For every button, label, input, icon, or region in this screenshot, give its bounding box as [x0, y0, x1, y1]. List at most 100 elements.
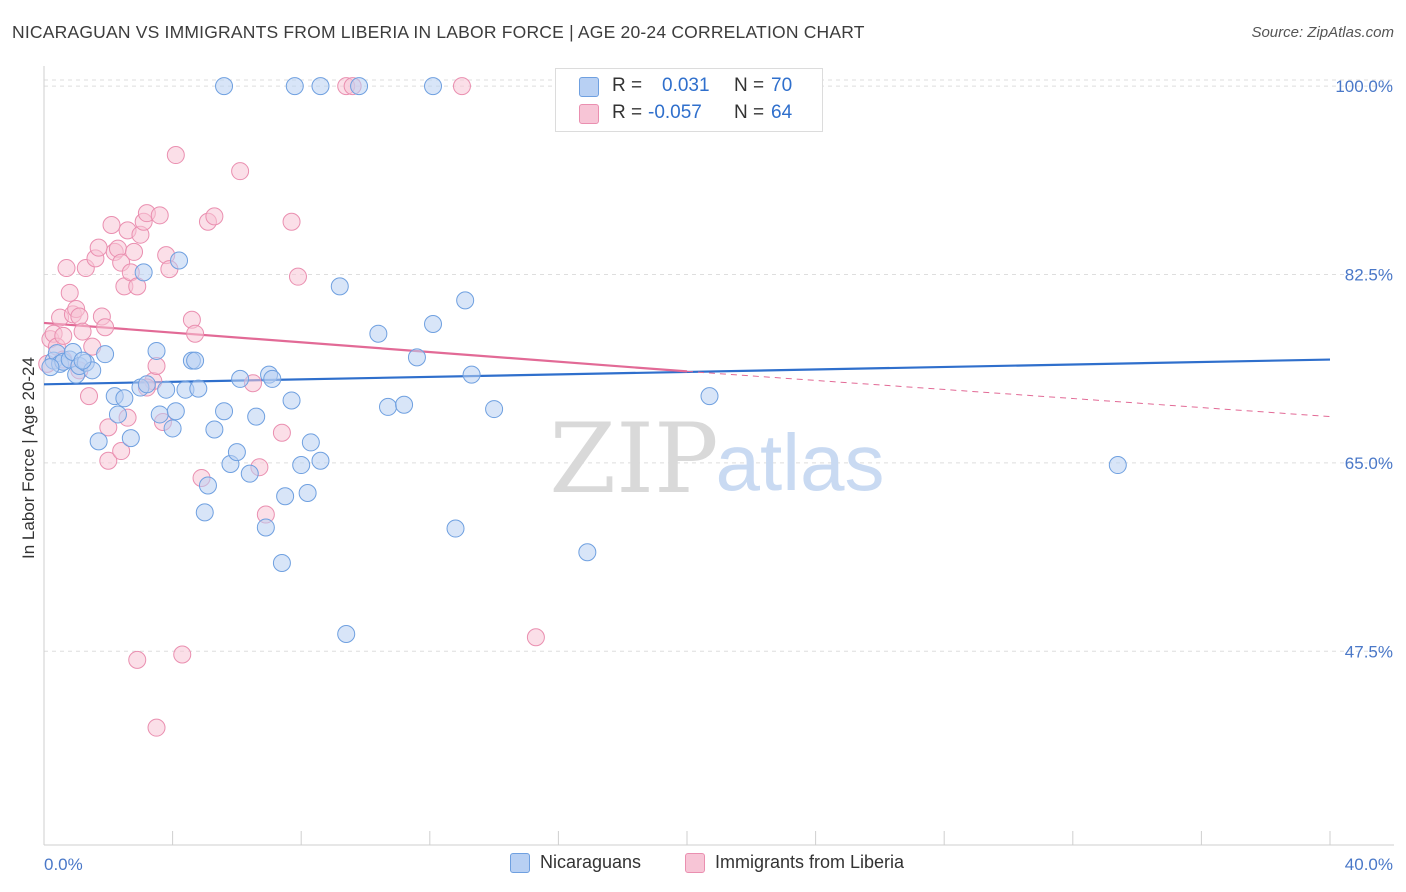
nicaraguan-point: [227, 443, 246, 462]
legend-top: R = 0.031 N = 70 R = -0.057 N = 64: [555, 68, 823, 132]
liberia-point: [54, 326, 73, 345]
y-tick-label: 82.5%: [1345, 266, 1393, 285]
nicaraguan-point: [150, 405, 169, 424]
chart-title: NICARAGUAN VS IMMIGRANTS FROM LIBERIA IN…: [12, 22, 865, 42]
nicaraguan-point: [311, 77, 330, 96]
legend-row-liberia: R = -0.057 N = 64: [556, 101, 822, 127]
liberia-point: [272, 423, 291, 442]
nicaraguan-point: [198, 476, 217, 495]
nicaraguan-point: [205, 420, 224, 439]
nicaraguan-point: [311, 451, 330, 470]
legend-item-nicaraguans: Nicaraguans: [510, 852, 641, 873]
nicaraguan-point: [700, 387, 719, 406]
legend-item-liberia: Immigrants from Liberia: [685, 852, 904, 873]
liberia-point: [147, 718, 166, 737]
liberia-point: [231, 162, 250, 181]
legend-r-value: 0.031: [662, 75, 710, 96]
legend-swatch-pink: [579, 104, 599, 124]
liberia-point: [73, 322, 92, 341]
legend-label: Immigrants from Liberia: [715, 852, 905, 872]
nicaraguan-point: [231, 369, 250, 388]
legend-swatch-pink: [685, 852, 705, 873]
legend-row-nicaraguans: R = 0.031 N = 70: [556, 74, 822, 100]
axes: [43, 66, 1394, 846]
nicaraguan-point: [89, 432, 108, 451]
liberia-point: [150, 206, 169, 225]
liberia-point: [288, 267, 307, 286]
liberia-point: [173, 645, 192, 664]
x-tick-label: 40.0%: [1345, 855, 1393, 874]
legend-label: Nicaraguans: [540, 852, 642, 872]
nicaraguan-point: [96, 345, 115, 364]
x-tick-label: 0.0%: [44, 855, 83, 874]
liberia-point: [70, 307, 89, 326]
nicaraguan-point: [350, 77, 369, 96]
legend-r-label: R =: [612, 102, 643, 123]
legend-r-label: R =: [612, 75, 643, 96]
nicaraguan-point: [407, 348, 426, 367]
nicaraguan-point: [247, 407, 266, 426]
nicaraguan-point: [369, 324, 388, 343]
y-tick-label: 65.0%: [1345, 454, 1393, 473]
nicaraguan-point: [285, 77, 304, 96]
nicaraguan-point: [395, 395, 414, 414]
nicaraguan-point: [301, 433, 320, 452]
legend-n-value: 64: [771, 102, 793, 123]
nicaraguan-point: [337, 625, 356, 644]
nicaraguan-point: [215, 77, 234, 96]
x-tick-labels: 0.0% 40.0%: [44, 855, 1393, 874]
liberia-point: [166, 146, 185, 165]
liberia-point: [80, 387, 99, 406]
liberia-point: [147, 357, 166, 376]
liberia-point: [99, 451, 118, 470]
nicaraguan-point: [424, 315, 443, 334]
liberia-point: [186, 324, 205, 343]
watermark-zip: ZIP: [549, 403, 718, 515]
liberia-point: [102, 216, 121, 234]
watermark-atlas: atlas: [716, 418, 885, 507]
liberia-point: [526, 628, 545, 647]
nicaraguan-point: [276, 487, 295, 506]
y-tick-label: 100.0%: [1335, 77, 1393, 96]
liberia-trend-extension: [686, 370, 1331, 418]
nicaraguan-point: [379, 397, 398, 416]
nicaraguan-point: [263, 369, 282, 388]
nicaraguan-point: [1108, 456, 1127, 475]
legend-n-value: 70: [771, 75, 793, 96]
nicaraguan-point: [134, 263, 153, 282]
nicaraguan-point: [240, 464, 259, 483]
nicaraguan-point: [147, 341, 166, 360]
nicaraguan-point: [292, 456, 311, 475]
nicaraguan-point: [424, 77, 443, 96]
nicaraguan-point: [166, 402, 185, 421]
legend-bottom: Nicaraguans Immigrants from Liberia: [0, 852, 1406, 878]
liberia-point: [205, 207, 224, 226]
nicaraguan-point: [215, 402, 234, 421]
nicaraguan-point: [456, 291, 475, 310]
nicaraguan-point: [446, 519, 465, 538]
nicaraguan-point: [462, 365, 481, 384]
nicaraguan-point: [298, 484, 317, 503]
nicaraguan-point: [73, 351, 92, 370]
nicaraguan-point: [272, 553, 291, 572]
nicaraguan-point: [186, 351, 205, 370]
legend-r-value: -0.057: [648, 102, 702, 123]
series-nicaraguans-points: [41, 77, 1127, 644]
y-axis-label: In Labor Force | Age 20-24: [19, 357, 38, 559]
liberia-point: [452, 77, 471, 96]
liberia-point: [60, 283, 79, 302]
nicaraguan-point: [115, 389, 134, 408]
nicaraguan-point: [121, 429, 140, 448]
liberia-trend-line: [43, 321, 688, 373]
source-label: Source: ZipAtlas.com: [1251, 24, 1394, 41]
nicaraguan-point: [189, 379, 208, 398]
legend-swatch-blue: [579, 77, 599, 97]
liberia-point: [282, 212, 301, 231]
watermark: ZIP atlas: [549, 403, 884, 515]
y-tick-label: 47.5%: [1345, 642, 1393, 661]
liberia-point: [128, 650, 147, 669]
nicaraguan-point: [282, 391, 301, 410]
nicaraguan-point: [170, 251, 189, 270]
legend-swatch-blue: [510, 852, 530, 873]
